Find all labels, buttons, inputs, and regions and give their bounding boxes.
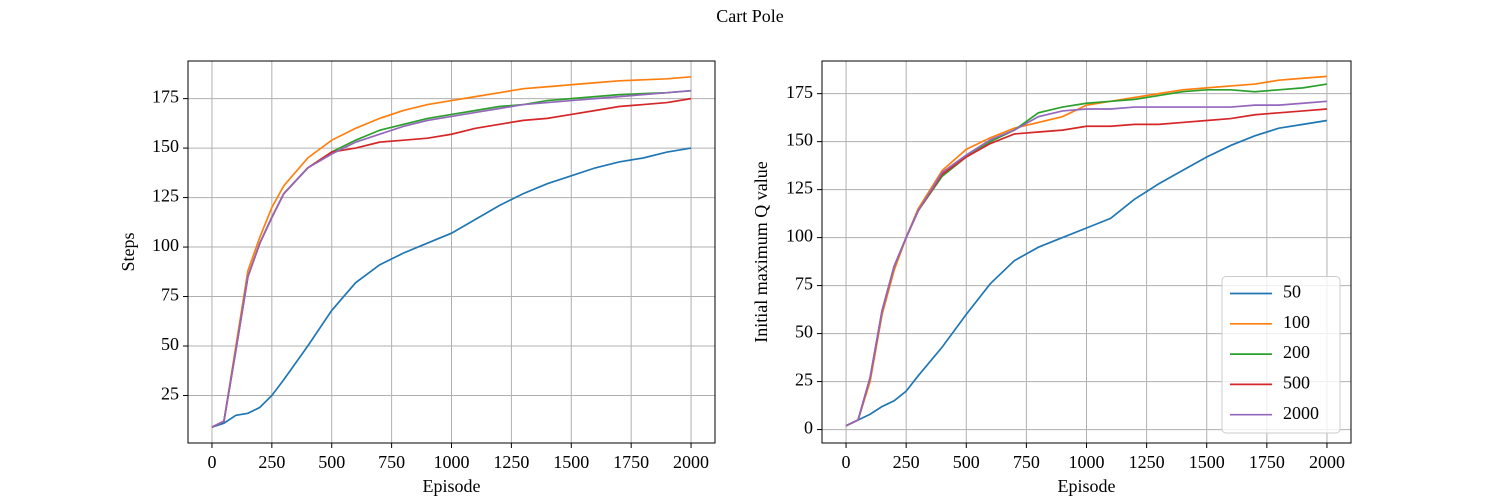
- y-tick-label: 50: [795, 322, 813, 342]
- series-line: [845, 75, 1328, 427]
- x-tick-label: 1000: [434, 452, 470, 472]
- y-tick-label: 25: [795, 370, 813, 390]
- x-tick-label: 2000: [1309, 452, 1345, 472]
- x-tick-label: 1250: [493, 452, 529, 472]
- series-line: [211, 75, 692, 428]
- legend-label: 100: [1283, 312, 1310, 332]
- x-tick-label: 250: [893, 452, 920, 472]
- series-line: [211, 147, 692, 428]
- y-axis-label: Initial maximum Q value: [751, 161, 771, 342]
- y-tick-label: 100: [152, 235, 179, 255]
- y-tick-label: 0: [804, 418, 813, 438]
- x-tick-label: 500: [953, 452, 980, 472]
- legend-box: [1221, 276, 1341, 434]
- legend: 50 100 200 500 2000: [1221, 276, 1341, 434]
- plot-frame: [187, 60, 716, 444]
- x-tick-label: 1250: [1129, 452, 1165, 472]
- legend-label: 200: [1283, 342, 1310, 362]
- x-tick-label: 250: [258, 452, 285, 472]
- y-tick-label: 100: [786, 226, 813, 246]
- x-tick-label: 500: [318, 452, 345, 472]
- x-tick-label: 1500: [553, 452, 589, 472]
- x-tick-label: 0: [842, 452, 851, 472]
- y-tick-label: 125: [786, 178, 813, 198]
- y-tick-label: 125: [152, 186, 179, 206]
- x-tick-label: 1000: [1069, 452, 1105, 472]
- y-tick-label: 25: [161, 384, 179, 404]
- y-tick-label: 75: [161, 285, 179, 305]
- legend-label: 50: [1283, 282, 1301, 302]
- x-tick-label: 0: [207, 452, 216, 472]
- legend-label: 2000: [1283, 403, 1319, 423]
- series-line: [845, 100, 1328, 427]
- y-tick-label: 175: [152, 87, 179, 107]
- x-tick-label: 1750: [1249, 452, 1285, 472]
- series-line: [211, 89, 692, 428]
- y-tick-label: 150: [152, 136, 179, 156]
- x-tick-label: 1750: [613, 452, 649, 472]
- x-axis-label: Episode: [1058, 476, 1116, 496]
- y-tick-label: 50: [161, 334, 179, 354]
- y-axis-label: Steps: [118, 232, 138, 271]
- y-tick-label: 75: [795, 274, 813, 294]
- y-tick-label: 150: [786, 130, 813, 150]
- figure-title: Cart Pole: [716, 6, 784, 26]
- legend-label: 500: [1283, 373, 1310, 393]
- x-tick-label: 750: [1013, 452, 1040, 472]
- x-tick-label: 2000: [673, 452, 709, 472]
- plot-frame: [821, 60, 1352, 444]
- series-line: [845, 119, 1328, 427]
- y-tick-label: 175: [786, 82, 813, 102]
- x-tick-label: 1500: [1189, 452, 1225, 472]
- x-axis-label: Episode: [423, 476, 481, 496]
- x-tick-label: 750: [378, 452, 405, 472]
